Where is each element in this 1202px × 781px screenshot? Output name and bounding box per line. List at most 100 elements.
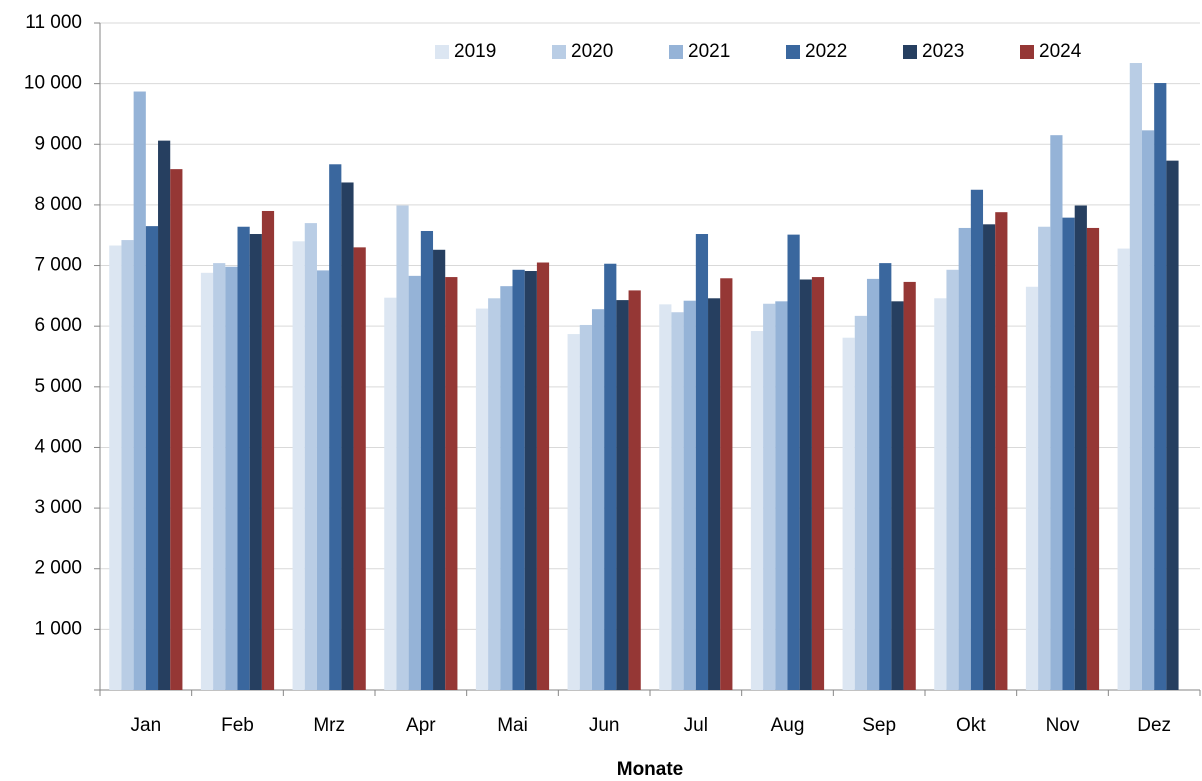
bar	[329, 164, 342, 691]
x-tick-label: Nov	[1046, 715, 1080, 736]
bar	[567, 334, 580, 690]
bar	[445, 277, 458, 690]
bar	[903, 281, 916, 690]
bar	[616, 300, 629, 690]
legend-label: 2020	[571, 41, 613, 62]
legend-swatch	[903, 45, 917, 59]
legend-swatch	[552, 45, 566, 59]
y-tick-label: 9 000	[34, 133, 82, 154]
bar	[109, 245, 122, 690]
x-tick-label: Jan	[131, 715, 162, 736]
bar	[475, 308, 489, 690]
x-tick-label: Mai	[497, 715, 528, 736]
bar	[292, 241, 305, 691]
bar	[995, 212, 1008, 690]
bar	[1038, 226, 1051, 691]
bar	[763, 303, 776, 690]
x-tick-label: Dez	[1137, 715, 1171, 736]
y-tick-label: 6 000	[34, 315, 82, 336]
bar	[579, 324, 592, 690]
bar	[842, 337, 855, 690]
bar	[934, 298, 947, 690]
bar	[316, 270, 330, 690]
y-tick-label: 4 000	[34, 436, 82, 457]
bar	[787, 234, 800, 690]
bar	[1141, 130, 1155, 691]
bar	[775, 301, 788, 690]
bar	[1086, 227, 1100, 690]
bar	[958, 227, 971, 690]
bar	[237, 226, 250, 691]
bar	[1166, 160, 1179, 691]
bar	[158, 140, 171, 691]
bar	[970, 189, 984, 690]
y-tick-label: 8 000	[34, 194, 82, 215]
bar	[408, 275, 421, 690]
bar	[879, 263, 892, 690]
bar	[341, 182, 354, 690]
x-tick-label: Apr	[406, 715, 436, 736]
bar	[799, 279, 812, 690]
legend-swatch	[786, 45, 800, 59]
bar	[261, 210, 275, 691]
x-tick-label: Okt	[956, 715, 986, 736]
bar	[854, 315, 867, 690]
y-tick-label: 7 000	[34, 255, 82, 276]
bar	[1062, 217, 1075, 690]
bar	[396, 205, 409, 691]
y-tick-label: 1 000	[34, 618, 82, 639]
y-tick-label: 10 000	[24, 73, 82, 94]
bar	[1129, 63, 1142, 690]
bar	[695, 234, 709, 691]
bar	[121, 240, 134, 690]
legend-label: 2021	[688, 41, 730, 62]
bar	[591, 309, 605, 690]
bar	[225, 266, 238, 690]
bar	[433, 249, 446, 690]
legend-swatch	[435, 45, 449, 59]
x-tick-label: Mrz	[313, 715, 345, 736]
bar	[659, 304, 672, 690]
bar	[1154, 83, 1167, 690]
y-tick-label: 11 000	[25, 12, 82, 33]
legend-swatch	[669, 45, 683, 59]
legend-label: 2022	[805, 41, 847, 62]
x-tick-label: Aug	[771, 715, 805, 736]
bar	[628, 290, 641, 690]
bar	[604, 263, 617, 690]
bar	[983, 224, 996, 690]
bar	[536, 262, 550, 690]
legend-label: 2019	[454, 41, 496, 62]
bar	[213, 263, 226, 690]
bar	[671, 312, 684, 690]
y-tick-label: 3 000	[34, 497, 82, 518]
bar	[133, 91, 146, 690]
bar	[200, 272, 214, 690]
bar	[1050, 135, 1063, 691]
bar	[145, 226, 159, 690]
x-tick-label: Sep	[862, 715, 896, 736]
y-tick-label: 2 000	[34, 558, 82, 579]
bar	[512, 269, 525, 690]
bar	[170, 169, 183, 690]
bar	[420, 230, 434, 690]
bar	[488, 298, 501, 690]
bar	[304, 223, 317, 690]
x-tick-label: Jul	[684, 715, 708, 736]
bar	[1074, 205, 1087, 691]
bar	[708, 298, 721, 690]
bar	[1025, 286, 1039, 690]
bar	[683, 300, 696, 690]
bar	[524, 271, 537, 690]
x-tick-label: Feb	[221, 715, 254, 736]
bar	[353, 247, 366, 690]
x-axis-title: Monate	[617, 759, 684, 780]
bar	[1117, 248, 1130, 691]
bar	[500, 286, 513, 690]
bar	[720, 278, 733, 690]
bar	[750, 331, 764, 690]
bar	[811, 277, 825, 690]
legend-swatch	[1020, 45, 1034, 59]
bar	[866, 278, 880, 690]
